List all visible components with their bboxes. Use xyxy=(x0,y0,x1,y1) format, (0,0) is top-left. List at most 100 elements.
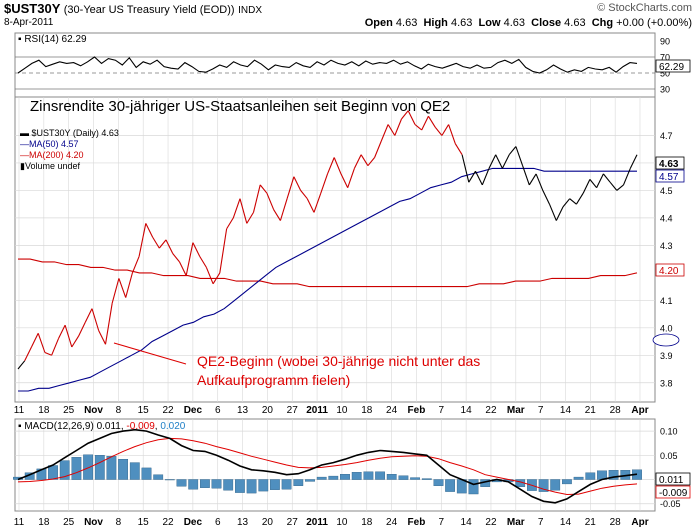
price-segment xyxy=(286,176,295,199)
macd-histogram-bar xyxy=(258,479,269,492)
macd-histogram-bar xyxy=(211,479,222,489)
legend-ma200-icon: — xyxy=(20,150,29,160)
x-tick-label: 14 xyxy=(560,405,572,416)
rsi-line xyxy=(17,56,638,74)
price-segment xyxy=(569,198,577,205)
macd-histogram-bar xyxy=(293,479,304,487)
price-segment xyxy=(266,192,275,210)
price-segment xyxy=(380,124,389,142)
price-segment xyxy=(448,124,456,144)
macd-histogram-bar xyxy=(340,474,350,480)
x-tick-label: Dec xyxy=(184,405,203,416)
x-tick-label: 11 xyxy=(14,517,25,528)
price-segment xyxy=(226,217,234,230)
x-tick-label: 18 xyxy=(361,405,373,416)
rsi-last-badge-box xyxy=(655,59,691,73)
price-segment xyxy=(17,360,26,370)
price-segment xyxy=(145,223,154,238)
x-tick-label: 28 xyxy=(610,405,622,416)
x-tick-label: 7 xyxy=(538,405,544,416)
price-tick-4.4: 4.4 xyxy=(660,213,673,223)
price-segment xyxy=(252,184,261,213)
price-segment xyxy=(306,198,315,213)
x-tick-label: 13 xyxy=(237,405,249,416)
x-tick-label: 18 xyxy=(38,517,50,528)
annotation-line1: QE2-Beginn (wobei 30-jährige nicht unter… xyxy=(197,353,480,369)
ma50-last-value: 4.57 xyxy=(659,172,679,183)
price-segment xyxy=(199,256,207,268)
x-tick-label: 21 xyxy=(585,517,597,528)
macd-panel: 0.100.050.00-0.05 ▪ MACD(12,26,9) 0.011,… xyxy=(13,418,691,512)
macd-histogram-bar xyxy=(94,455,105,480)
low-value: 4.63 xyxy=(503,17,525,29)
price-segment xyxy=(622,168,631,186)
price-segment xyxy=(589,179,598,189)
ma50-off-scale-oval xyxy=(652,333,680,347)
x-tick-label: 14 xyxy=(461,405,473,416)
price-segment xyxy=(172,253,180,263)
macd-label: ▪ MACD(12,26,9) 0.011, -0.009, 0.020 xyxy=(18,421,186,432)
price-segment xyxy=(508,146,517,156)
x-tick-label: 10 xyxy=(336,405,348,416)
macd-histogram-bar xyxy=(398,475,409,480)
macd-histogram-bar xyxy=(386,474,397,480)
rsi-panel: 90 70 50 30 ▪ RSI(14) 62.29 62.29 xyxy=(14,32,691,98)
price-segment xyxy=(522,165,530,186)
macd-histogram-bar xyxy=(421,478,432,480)
price-tick-3.9: 3.9 xyxy=(660,351,673,361)
signal-last-badge xyxy=(655,485,691,499)
macd-histogram-bar xyxy=(375,471,385,480)
macd-histogram-bar xyxy=(433,479,444,487)
x-tick-label: Apr xyxy=(631,517,648,528)
price-segment xyxy=(575,192,584,205)
x-tick-label: 7 xyxy=(438,517,444,528)
price-segment xyxy=(179,261,187,276)
x-tick-label: 27 xyxy=(287,517,299,528)
x-tick-label: 28 xyxy=(610,517,622,528)
legend-volume-text: Volume undef xyxy=(25,161,81,171)
price-segment xyxy=(461,154,470,183)
legend-price: ▬ $UST30Y (Daily) 4.63 xyxy=(20,128,119,138)
rsi-tick-30: 30 xyxy=(660,85,670,95)
x-tick-label: 11 xyxy=(14,405,25,416)
macd-tick: -0.05 xyxy=(660,499,681,509)
x-tick-label: 18 xyxy=(361,517,373,528)
x-tick-label: Feb xyxy=(408,405,426,416)
macd-histogram-bar xyxy=(351,472,362,480)
macd-histogram-bar xyxy=(562,479,572,485)
price-segment xyxy=(205,267,214,285)
macd-histogram-bar xyxy=(305,479,315,482)
price-segment xyxy=(239,198,248,224)
price-segment xyxy=(104,303,113,345)
x-tick-label: Feb xyxy=(408,517,426,528)
macd-histogram-bar xyxy=(410,477,420,480)
price-segment xyxy=(279,198,288,221)
price-last-value: 4.63 xyxy=(659,159,679,170)
price-segment xyxy=(488,154,497,169)
price-segment xyxy=(111,278,120,304)
price-tick-4: 4.0 xyxy=(660,323,673,333)
ma200-line xyxy=(18,258,638,288)
price-segment xyxy=(219,228,228,273)
price-tick-4.1: 4.1 xyxy=(660,296,673,306)
x-tick-label: 2011 xyxy=(306,517,328,528)
price-segment xyxy=(515,146,524,166)
brand-watermark[interactable]: © StockCharts.com xyxy=(597,2,692,14)
price-x-axis: 11 18 25 Nov 8 15 22 Dec 6 13 20 27 2011 10 18 24 Feb 7 14… xyxy=(14,405,649,416)
macd-histogram-bar xyxy=(141,467,152,480)
macd-histogram-bar xyxy=(573,476,584,480)
x-tick-label: 25 xyxy=(63,405,75,416)
high-value: 4.63 xyxy=(450,17,473,29)
x-tick-label: 6 xyxy=(215,517,221,528)
symbol-exchange: INDX xyxy=(238,5,263,16)
rsi-last-value: 62.29 xyxy=(659,62,684,73)
price-segment xyxy=(475,170,483,186)
x-tick-label: 25 xyxy=(63,517,75,528)
open-label: Open xyxy=(364,17,393,29)
price-segment xyxy=(192,242,201,257)
legend-price-icon: ▬ xyxy=(20,128,29,138)
chg-value: +0.00 (+0.00%) xyxy=(616,17,692,29)
close-label: Close xyxy=(531,17,562,29)
macd-histogram-bar xyxy=(468,479,479,495)
macd-histogram-bar xyxy=(316,476,327,480)
